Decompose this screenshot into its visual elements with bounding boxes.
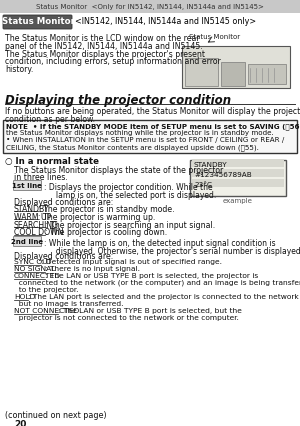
Text: : The projector is in standby mode.: : The projector is in standby mode. bbox=[38, 205, 175, 214]
Bar bbox=[221, 62, 245, 86]
FancyBboxPatch shape bbox=[14, 181, 41, 190]
Text: 2nd line: 2nd line bbox=[11, 239, 43, 245]
Text: SEARCHING: SEARCHING bbox=[14, 221, 59, 230]
Text: : Displays the projector condition. While the: : Displays the projector condition. Whil… bbox=[44, 183, 213, 192]
Text: in three lines.: in three lines. bbox=[14, 173, 68, 182]
Text: condition, including errors, setup information and error: condition, including errors, setup infor… bbox=[5, 58, 221, 66]
Text: : There is no input signal.: : There is no input signal. bbox=[45, 266, 140, 272]
Bar bbox=[190, 160, 286, 196]
FancyBboxPatch shape bbox=[3, 15, 72, 29]
Text: Status Monitor: Status Monitor bbox=[2, 17, 74, 26]
Text: : The projector is cooling down.: : The projector is cooling down. bbox=[45, 228, 167, 237]
Text: STANDBY: STANDBY bbox=[194, 162, 228, 168]
Text: Displayed conditions are:: Displayed conditions are: bbox=[14, 198, 113, 207]
Text: SYNC OUT: SYNC OUT bbox=[14, 259, 52, 265]
Text: projector is not connected to the network or the computer.: projector is not connected to the networ… bbox=[14, 315, 239, 321]
FancyBboxPatch shape bbox=[3, 120, 297, 153]
Text: #123456789AB: #123456789AB bbox=[194, 172, 252, 178]
FancyBboxPatch shape bbox=[14, 236, 41, 247]
Text: Displaying the projector condition: Displaying the projector condition bbox=[5, 94, 231, 107]
Text: COOL DOWN: COOL DOWN bbox=[14, 228, 64, 237]
Text: <IN5142, IN5144, IN5144a and IN5145 only>: <IN5142, IN5144, IN5144a and IN5145 only… bbox=[75, 17, 256, 26]
Bar bbox=[192, 159, 284, 167]
Text: 20: 20 bbox=[14, 420, 26, 426]
Text: WARM UP: WARM UP bbox=[14, 213, 51, 222]
Text: : The LAN or USB TYPE B port is selected, but the: : The LAN or USB TYPE B port is selected… bbox=[58, 308, 242, 314]
Text: CONNECTED: CONNECTED bbox=[14, 273, 61, 279]
Text: HOLD: HOLD bbox=[14, 294, 35, 300]
Text: example: example bbox=[223, 198, 253, 204]
Text: NOTE  • If the STANDBY MODE item of SETUP menu is set to SAVING (56),: NOTE • If the STANDBY MODE item of SETUP… bbox=[6, 123, 300, 130]
Text: The Status Monitor displays the state of the projector: The Status Monitor displays the state of… bbox=[14, 166, 223, 175]
Text: ○ In a normal state: ○ In a normal state bbox=[5, 157, 99, 166]
Text: STANDBY: STANDBY bbox=[14, 205, 50, 214]
Text: Status Monitor  <Only for IN5142, IN5144, IN5144a and IN5145>: Status Monitor <Only for IN5142, IN5144,… bbox=[36, 4, 264, 10]
Text: The Status Monitor displays the projector's present: The Status Monitor displays the projecto… bbox=[5, 49, 205, 59]
Text: The Status Monitor is the LCD window on the rear: The Status Monitor is the LCD window on … bbox=[5, 34, 200, 43]
Text: lamp is on, the selected port is displayed.: lamp is on, the selected port is display… bbox=[44, 190, 216, 199]
Text: 23°C: 23°C bbox=[194, 182, 212, 188]
Text: CEILING, the Status Monitor contents are displayed upside down (55).: CEILING, the Status Monitor contents are… bbox=[6, 144, 259, 151]
Text: (continued on next page): (continued on next page) bbox=[5, 411, 106, 420]
Text: to the projector.: to the projector. bbox=[14, 287, 79, 293]
Text: but no image is transferred.: but no image is transferred. bbox=[14, 301, 124, 307]
Text: : The LAN port is selected and the projector is connected to the network: : The LAN port is selected and the proje… bbox=[28, 294, 299, 300]
Text: 1st line: 1st line bbox=[12, 182, 42, 188]
Bar bbox=[0, 0, 300, 13]
Text: NOT CONNECTED: NOT CONNECTED bbox=[14, 308, 79, 314]
Bar bbox=[192, 179, 284, 187]
Text: panel of the IN5142, IN5144, IN5144a and IN5145.: panel of the IN5142, IN5144, IN5144a and… bbox=[5, 42, 203, 51]
Text: NO SIGNAL: NO SIGNAL bbox=[14, 266, 56, 272]
Text: If no buttons are being operated, the Status Monitor will display the projector': If no buttons are being operated, the St… bbox=[5, 107, 300, 116]
Bar bbox=[182, 46, 290, 88]
Text: condition as per below.: condition as per below. bbox=[5, 115, 95, 124]
Text: connected to the network (or the computer) and an image is being transferred: connected to the network (or the compute… bbox=[14, 280, 300, 287]
Text: : The projector is searching an input signal.: : The projector is searching an input si… bbox=[45, 221, 215, 230]
Text: Status Monitor: Status Monitor bbox=[189, 34, 241, 40]
Text: history.: history. bbox=[5, 65, 33, 74]
Bar bbox=[248, 64, 286, 84]
Text: Displayed conditions are:: Displayed conditions are: bbox=[14, 252, 113, 261]
Text: the Status Monitor displays nothing while the projector is in standby mode.: the Status Monitor displays nothing whil… bbox=[6, 130, 274, 136]
Text: : The projector is warming up.: : The projector is warming up. bbox=[38, 213, 155, 222]
Bar bbox=[185, 58, 218, 86]
Text: : While the lamp is on, the detected input signal condition is: : While the lamp is on, the detected inp… bbox=[44, 239, 276, 248]
Text: displayed. Otherwise, the projector's serial number is displayed.: displayed. Otherwise, the projector's se… bbox=[44, 247, 300, 256]
Text: : The LAN or USB TYPE B port is selected, the projector is: : The LAN or USB TYPE B port is selected… bbox=[45, 273, 258, 279]
Text: : Detected input signal is out of specified range.: : Detected input signal is out of specif… bbox=[41, 259, 222, 265]
Text: • When INSTALLATION in the SETUP menu is set to FRONT / CEILING or REAR /: • When INSTALLATION in the SETUP menu is… bbox=[6, 138, 284, 144]
Bar bbox=[192, 169, 284, 177]
